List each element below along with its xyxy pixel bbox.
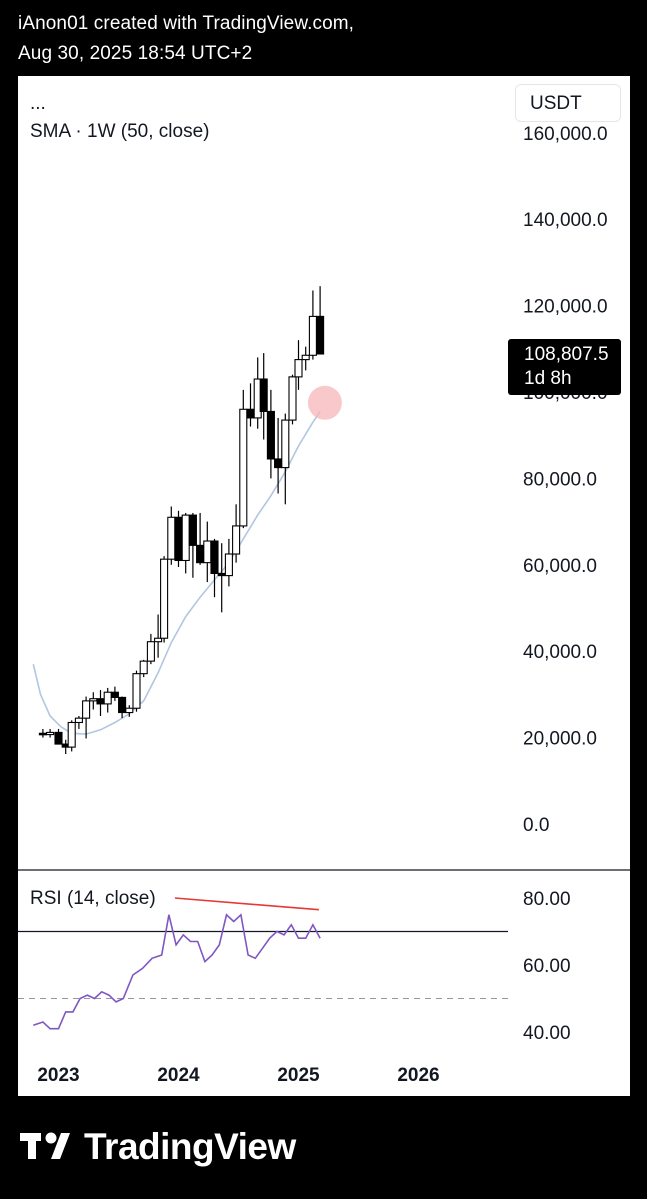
candle-down[interactable] bbox=[246, 408, 255, 419]
currency-button[interactable]: USDT bbox=[515, 84, 621, 122]
candle-up[interactable] bbox=[232, 525, 241, 555]
candle-up[interactable] bbox=[139, 660, 148, 675]
candle-down[interactable] bbox=[266, 410, 275, 460]
last-price-value: 108,807.5 bbox=[524, 344, 609, 365]
candle-down[interactable] bbox=[196, 544, 205, 564]
price-axis-tick-label: 120,000.0 bbox=[523, 297, 608, 318]
price-axis-tick-label: 140,000.0 bbox=[523, 210, 608, 231]
candle-up[interactable] bbox=[160, 558, 169, 639]
candle-down[interactable] bbox=[38, 732, 47, 736]
price-axis-tick-label: 40,000.0 bbox=[523, 642, 597, 663]
candle-up[interactable] bbox=[181, 514, 190, 562]
rsi-legend[interactable]: RSI (14, close) bbox=[30, 888, 156, 909]
tradingview-logo-icon bbox=[20, 1132, 70, 1159]
candle-up[interactable] bbox=[46, 731, 55, 736]
rsi-line[interactable] bbox=[33, 913, 321, 1030]
price-axis-tick-label: 20,000.0 bbox=[523, 729, 597, 750]
sma-legend[interactable]: SMA · 1W (50, close) bbox=[30, 121, 210, 142]
candle-up[interactable] bbox=[239, 408, 248, 527]
candle-down[interactable] bbox=[96, 698, 105, 705]
candle-up[interactable] bbox=[154, 637, 163, 643]
candle-up[interactable] bbox=[89, 698, 98, 702]
candle-down[interactable] bbox=[217, 572, 226, 577]
time-axis-label: 2023 bbox=[37, 1065, 79, 1086]
price-axis-tick-label: 80,000.0 bbox=[523, 469, 597, 490]
time-axis-label: 2026 bbox=[397, 1065, 439, 1086]
candle-down[interactable] bbox=[210, 540, 219, 574]
candle-up[interactable] bbox=[146, 641, 155, 662]
chart-canvas[interactable]: 0.020,000.040,000.060,000.080,000.0100,0… bbox=[18, 76, 630, 1096]
candle-up[interactable] bbox=[281, 419, 290, 469]
candle-up[interactable] bbox=[224, 553, 233, 577]
tradingview-brand-text: TradingView bbox=[84, 1126, 296, 1167]
chart-panel[interactable]: 0.020,000.040,000.060,000.080,000.0100,0… bbox=[18, 76, 630, 1096]
candle-down[interactable] bbox=[110, 691, 119, 698]
candle-up[interactable] bbox=[301, 354, 310, 361]
currency-label: USDT bbox=[530, 93, 582, 114]
candle-down[interactable] bbox=[54, 731, 63, 745]
price-axis-tick-label: 0.0 bbox=[523, 815, 549, 836]
candle-up[interactable] bbox=[294, 359, 303, 378]
candle-up[interactable] bbox=[103, 691, 112, 705]
rsi-axis-tick-label: 80.00 bbox=[523, 889, 571, 910]
candle-up[interactable] bbox=[308, 315, 317, 356]
symbol-legend[interactable]: ... bbox=[30, 93, 46, 114]
candle-up[interactable] bbox=[167, 516, 176, 560]
time-axis-label: 2025 bbox=[277, 1065, 320, 1086]
divergence-trendline[interactable] bbox=[174, 897, 319, 911]
candle-up[interactable] bbox=[125, 707, 134, 714]
candle-up[interactable] bbox=[74, 717, 83, 724]
candle-up[interactable] bbox=[203, 540, 212, 564]
highlight-marker bbox=[307, 385, 342, 420]
rsi-axis-tick-label: 60.00 bbox=[523, 956, 571, 977]
candle-down[interactable] bbox=[316, 315, 325, 355]
candle-down[interactable] bbox=[188, 514, 197, 546]
price-axis-tick-label: 160,000.0 bbox=[523, 124, 608, 145]
candle-down[interactable] bbox=[259, 378, 268, 412]
watermark-author-line: iAnon01 created with TradingView.com, bbox=[18, 13, 355, 34]
candle-down[interactable] bbox=[118, 696, 127, 714]
rsi-axis-tick-label: 40.00 bbox=[523, 1023, 571, 1044]
candle-down[interactable] bbox=[174, 516, 183, 562]
candle-up[interactable] bbox=[82, 700, 91, 719]
bar-countdown: 1d 8h bbox=[524, 368, 572, 389]
candle-up[interactable] bbox=[288, 376, 297, 421]
time-axis-label: 2024 bbox=[157, 1065, 200, 1086]
candle-up[interactable] bbox=[132, 673, 141, 709]
price-axis-tick-label: 60,000.0 bbox=[523, 556, 597, 577]
last-price-label: 108,807.5 1d 8h bbox=[508, 339, 621, 395]
watermark-date-line: Aug 30, 2025 18:54 UTC+2 bbox=[18, 43, 253, 64]
candle-down[interactable] bbox=[274, 458, 283, 469]
candle-up[interactable] bbox=[67, 721, 76, 748]
